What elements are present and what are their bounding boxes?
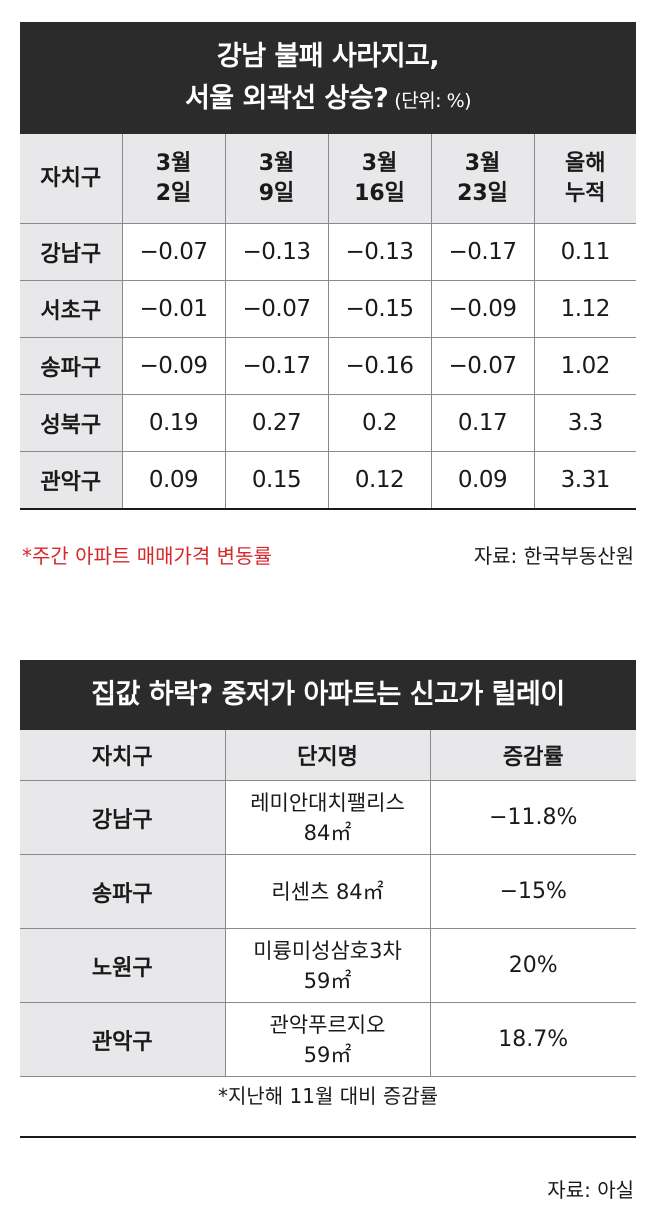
table1-col-header: 3월 9일 xyxy=(224,134,328,224)
weekly-price-change-table: 자치구 3월 2일 3월 9일 3월 16일 3월 23일 올해 누적 강남구 −0.07… xyxy=(20,134,636,510)
district-cell: 서초구 xyxy=(20,280,122,338)
complex-name: 미륭미성삼호3차 xyxy=(253,938,402,963)
complex-name: 관악푸르지오 xyxy=(269,1012,386,1037)
complex-name: 리센츠 84㎡ xyxy=(271,879,384,904)
table-row: 강남구 −0.07 −0.13 −0.13 −0.17 0.11 xyxy=(20,223,636,281)
col-header-top: 3월 xyxy=(258,150,295,176)
table1-title-line2-text: 서울 외곽선 상승? xyxy=(184,83,389,114)
table-row: 관악구 관악푸르지오 59㎡ 18.7% xyxy=(20,1002,636,1077)
table2-col-header: 증감률 xyxy=(429,730,636,781)
table2-bottom-rule xyxy=(20,1136,636,1138)
value-cell: −0.07 xyxy=(224,280,328,338)
col-header-top: 3월 xyxy=(155,150,192,176)
table2-title-banner: 집값 하락? 중저가 아파트는 신고가 릴레이 xyxy=(20,660,636,730)
value-cell: 0.19 xyxy=(121,394,225,452)
table-row: 성북구 0.19 0.27 0.2 0.17 3.3 xyxy=(20,394,636,452)
rate-cell: 20% xyxy=(429,928,636,1003)
value-cell: −0.16 xyxy=(327,337,431,395)
value-cell: 0.15 xyxy=(224,451,328,510)
rate-cell: 18.7% xyxy=(429,1002,636,1077)
value-cell: 3.31 xyxy=(533,451,636,510)
district-cell: 송파구 xyxy=(20,337,122,395)
district-cell: 송파구 xyxy=(20,854,225,929)
table2-header-row: 자치구 단지명 증감률 xyxy=(20,730,636,781)
complex-name: 레미안대치팰리스 xyxy=(250,790,405,815)
table1-title-line2: 서울 외곽선 상승? (단위: %) xyxy=(20,78,636,122)
value-cell: 1.02 xyxy=(533,337,636,395)
table1-title-line1: 강남 불패 사라지고, xyxy=(216,41,440,72)
complex-size: 59㎡ xyxy=(303,968,352,993)
district-cell: 노원구 xyxy=(20,928,225,1003)
table1-unit: (단위: %) xyxy=(394,90,472,112)
complex-cell: 리센츠 84㎡ xyxy=(224,854,430,929)
table1-title-banner: 강남 불패 사라지고, 서울 외곽선 상승? (단위: %) xyxy=(20,22,636,134)
value-cell: 3.3 xyxy=(533,394,636,452)
table1-footnote: *주간 아파트 매매가격 변동률 xyxy=(22,544,272,568)
col-header-bottom: 누적 xyxy=(565,180,606,206)
table1-col-header: 3월 23일 xyxy=(430,134,534,224)
table-row: 송파구 −0.09 −0.17 −0.16 −0.07 1.02 xyxy=(20,337,636,395)
table2-col-header: 자치구 xyxy=(20,730,225,781)
value-cell: 0.12 xyxy=(327,451,431,510)
value-cell: 0.11 xyxy=(533,223,636,281)
table1-source: 자료: 한국부동산원 xyxy=(473,544,634,568)
value-cell: −0.09 xyxy=(121,337,225,395)
value-cell: −0.13 xyxy=(327,223,431,281)
value-cell: 0.09 xyxy=(430,451,534,510)
district-cell: 관악구 xyxy=(20,451,122,510)
complex-cell: 미륭미성삼호3차 59㎡ xyxy=(224,928,430,1003)
col-header-bottom: 16일 xyxy=(354,180,405,206)
rate-cell: −11.8% xyxy=(429,780,636,855)
value-cell: −0.09 xyxy=(430,280,534,338)
table-row: 서초구 −0.01 −0.07 −0.15 −0.09 1.12 xyxy=(20,280,636,338)
value-cell: 0.09 xyxy=(121,451,225,510)
value-cell: −0.17 xyxy=(430,223,534,281)
table2-col-header: 단지명 xyxy=(224,730,430,781)
complex-size: 84㎡ xyxy=(303,820,352,845)
table1-col-header: 3월 2일 xyxy=(121,134,225,224)
table-row: 송파구 리센츠 84㎡ −15% xyxy=(20,854,636,929)
value-cell: 0.27 xyxy=(224,394,328,452)
value-cell: −0.01 xyxy=(121,280,225,338)
table1-col-header: 3월 16일 xyxy=(327,134,431,224)
table-row: 관악구 0.09 0.15 0.12 0.09 3.31 xyxy=(20,451,636,510)
complex-cell: 관악푸르지오 59㎡ xyxy=(224,1002,430,1077)
col-header-bottom: 2일 xyxy=(155,180,192,206)
table1-corner-header: 자치구 xyxy=(20,134,122,224)
district-cell: 성북구 xyxy=(20,394,122,452)
value-cell: −0.13 xyxy=(224,223,328,281)
col-header-top: 올해 xyxy=(565,150,606,176)
value-cell: −0.15 xyxy=(327,280,431,338)
value-cell: 0.2 xyxy=(327,394,431,452)
complex-size: 59㎡ xyxy=(303,1042,352,1067)
col-header-bottom: 9일 xyxy=(258,180,295,206)
district-cell: 강남구 xyxy=(20,223,122,281)
value-cell: −0.17 xyxy=(224,337,328,395)
table2-source: 자료: 아실 xyxy=(547,1178,634,1202)
col-header-bottom: 23일 xyxy=(457,180,508,206)
col-header-top: 3월 xyxy=(361,150,398,176)
table2-footnote: *지난해 11월 대비 증감률 xyxy=(217,1084,439,1108)
district-cell: 강남구 xyxy=(20,780,225,855)
rate-cell: −15% xyxy=(429,854,636,929)
table1-header-row: 자치구 3월 2일 3월 9일 3월 16일 3월 23일 올해 누적 xyxy=(20,134,636,224)
value-cell: 0.17 xyxy=(430,394,534,452)
table-row: 강남구 레미안대치팰리스 84㎡ −11.8% xyxy=(20,780,636,855)
district-cell: 관악구 xyxy=(20,1002,225,1077)
value-cell: 1.12 xyxy=(533,280,636,338)
col-header-top: 3월 xyxy=(464,150,501,176)
complex-cell: 레미안대치팰리스 84㎡ xyxy=(224,780,430,855)
table-row: 노원구 미륭미성삼호3차 59㎡ 20% xyxy=(20,928,636,1003)
record-high-table: 자치구 단지명 증감률 강남구 레미안대치팰리스 84㎡ −11.8% 송파구 리… xyxy=(20,730,636,1077)
value-cell: −0.07 xyxy=(121,223,225,281)
value-cell: −0.07 xyxy=(430,337,534,395)
